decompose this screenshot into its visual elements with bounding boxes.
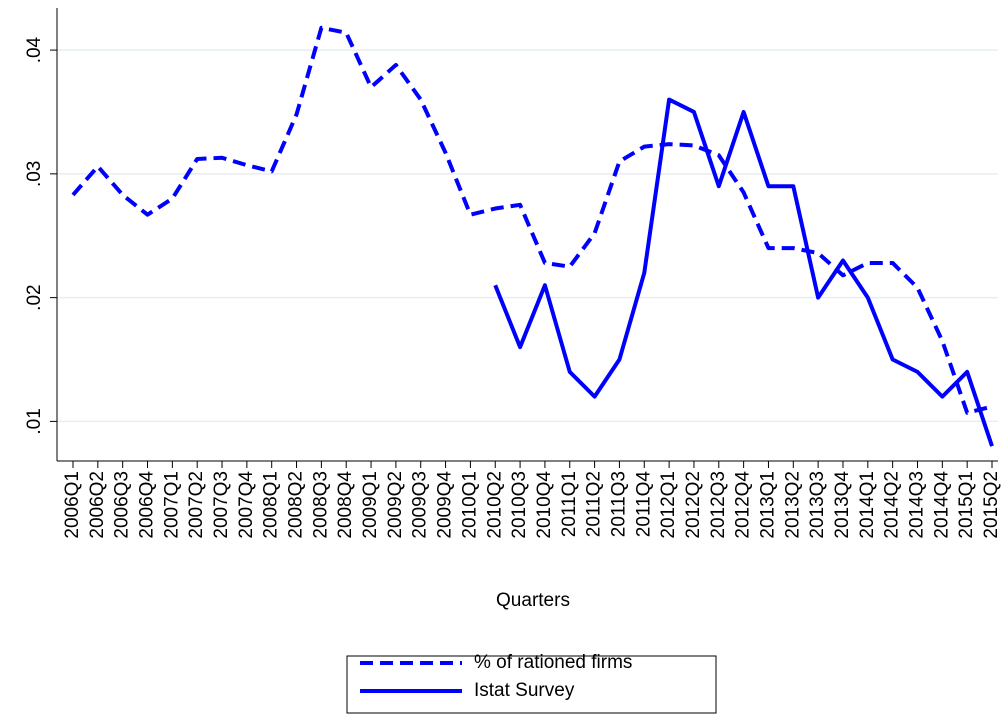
x-tick-label: 2009Q4 [435, 471, 456, 539]
x-tick-label: 2013Q2 [782, 471, 803, 539]
x-tick-label: 2008Q2 [286, 471, 307, 539]
y-tick-label: .03 [24, 161, 45, 187]
series-line [493, 97, 994, 447]
x-tick-label: 2009Q1 [360, 471, 381, 539]
x-tick-label: 2008Q1 [261, 471, 282, 539]
x-tick-label: 2007Q3 [211, 471, 232, 539]
x-axis-label: Quarters [496, 590, 570, 611]
x-tick-label: 2010Q1 [459, 471, 480, 539]
x-tick-label: 2007Q2 [186, 471, 207, 539]
legend-label: % of rationed firms [474, 652, 632, 673]
x-tick-label: 2006Q4 [137, 471, 158, 539]
x-tick-label: 2006Q1 [62, 471, 83, 539]
x-tick-label: 2011Q1 [559, 471, 580, 537]
y-tick-label: .01 [24, 408, 45, 434]
x-tick-label: 2014Q1 [857, 471, 878, 539]
x-tick-label: 2011Q2 [584, 471, 605, 537]
x-tick-label: 2010Q2 [484, 471, 505, 539]
x-tick-label: 2010Q3 [509, 471, 530, 539]
x-tick-label: 2015Q1 [956, 471, 977, 539]
x-tick-label: 2011Q4 [633, 471, 654, 538]
x-tick-label: 2013Q3 [807, 471, 828, 539]
y-tick-label: .02 [24, 284, 45, 310]
x-tick-label: 2007Q4 [236, 471, 257, 539]
x-tick-label: 2012Q3 [708, 471, 729, 539]
x-tick-label: 2008Q4 [335, 471, 356, 539]
x-tick-label: 2014Q2 [882, 471, 903, 539]
x-tick-label: 2012Q4 [733, 471, 754, 539]
x-tick-label: 2012Q1 [658, 471, 679, 539]
x-tick-label: 2014Q3 [907, 471, 928, 539]
legend-box [346, 655, 717, 714]
x-tick-label: 2015Q2 [981, 471, 1002, 539]
series-line [71, 25, 993, 415]
x-tick-label: 2010Q4 [534, 471, 555, 539]
x-tick-label: 2007Q1 [161, 471, 182, 539]
y-tick-label: .04 [24, 36, 45, 63]
x-tick-label: 2012Q2 [683, 471, 704, 539]
x-tick-label: 2006Q3 [112, 471, 133, 539]
x-tick-label: 2008Q3 [310, 471, 331, 539]
x-tick-label: 2013Q4 [832, 471, 853, 539]
legend: % of rationed firms Istat Survey [346, 652, 717, 714]
x-tick-label: 2009Q2 [385, 471, 406, 539]
x-tick-label: 2011Q3 [608, 471, 629, 537]
x-tick-label: 2009Q3 [410, 471, 431, 539]
x-tick-label: 2006Q2 [87, 471, 108, 539]
x-tick-label: 2013Q1 [757, 471, 778, 539]
legend-label: Istat Survey [474, 680, 575, 701]
x-tick-label: 2014Q4 [931, 471, 952, 539]
